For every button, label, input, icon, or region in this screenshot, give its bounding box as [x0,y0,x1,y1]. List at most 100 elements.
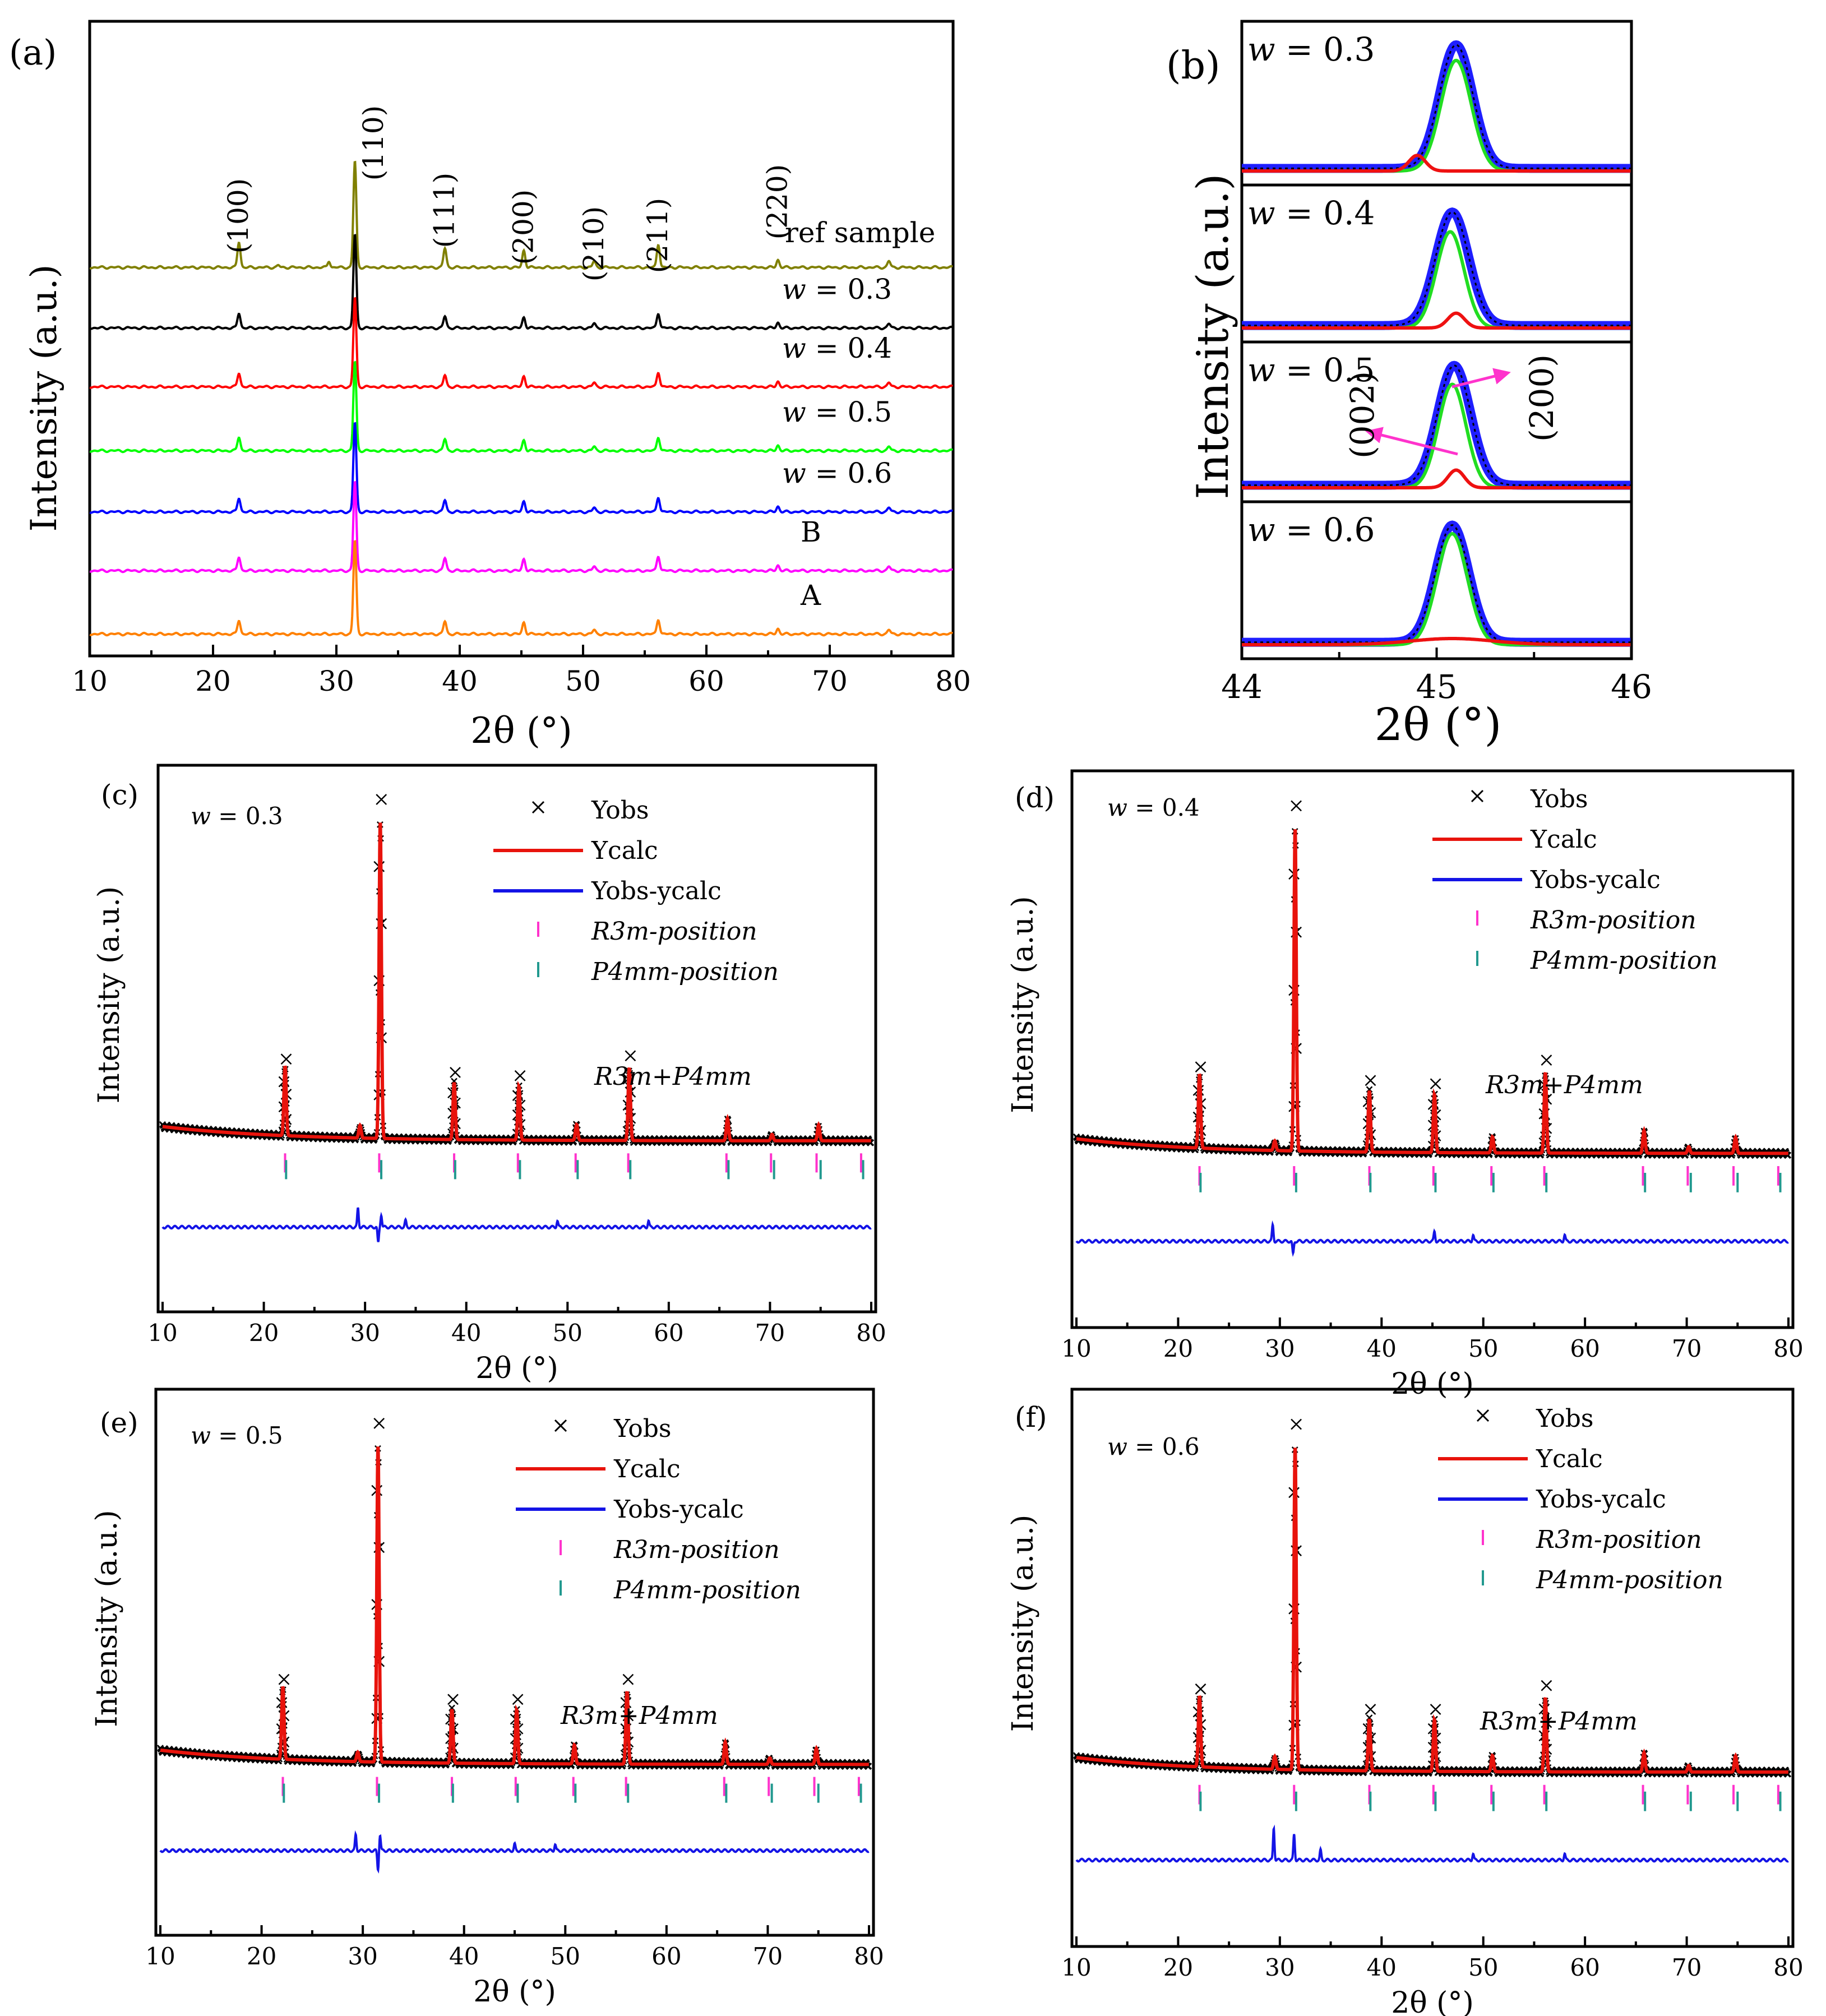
panel-d-w-label-eq: = [1127,794,1162,821]
panel-a-xtick-label: 40 [442,665,478,697]
panel-f-xtick-label: 20 [1163,1954,1193,1981]
panel-b-xtick-label: 45 [1416,668,1458,706]
panel-e-xtick-label: 30 [348,1943,377,1970]
panel-f-xlabel: 2θ (°) [1391,1986,1474,2016]
panel-e-legend-entry: Yobs-ycalc [613,1495,744,1524]
panel-a-reflection-label: (100) [222,178,255,253]
panel-d-legend-yobs-marker [1471,789,1484,803]
panel-e-legend-entry: Ycalc [613,1455,681,1483]
panel-b-w-label: w = 0.6 [1247,511,1375,549]
panel-f-legend-entry: Yobs [1536,1404,1593,1433]
panel-b-w-label-eq: = [1275,351,1323,389]
panel-b-arrow-200 [1451,368,1511,389]
panel-f-w-label: w = 0.6 [1107,1433,1200,1460]
panel-c-w-label: w = 0.3 [191,802,283,830]
panel-b-w-label-val: 0.6 [1323,511,1375,549]
panel-b-xlabel: 2θ (°) [1375,699,1502,751]
panel-b-label-200: (200) [1523,354,1561,442]
panel-a-series-w06 [89,422,954,515]
panel-b-observed-points [1242,211,1631,327]
panel-e-xtick-label: 20 [247,1943,276,1970]
panel-a-ylabel: Intensity (a.u.) [24,265,65,532]
panel-d-ylabel: Intensity (a.u.) [1006,896,1040,1113]
panel-b-xtick-label: 46 [1611,668,1652,706]
panel-a-xtick-label: 80 [935,665,971,697]
panel-a-series-w03 [89,234,954,331]
panel-f-phase-label: R3m+P4mm [1480,1707,1638,1736]
panel-e-ylabel: Intensity (a.u.) [90,1510,124,1727]
panel-a-xtick-label: 30 [318,665,354,697]
panel-e-label: (e) [100,1407,138,1439]
panel-f-xtick-label: 50 [1468,1954,1498,1981]
panel-d-legend-entry: P4mm-position [1530,946,1718,975]
panel-e-xtick-label: 10 [145,1943,175,1970]
panel-c-legend-entry: Yobs-ycalc [591,877,722,905]
panel-a-label-w04: w = 0.4 [782,332,892,364]
panel-e-phase-label: R3m+P4mm [560,1701,718,1730]
panel-a-reflection-label: (110) [357,105,390,181]
panel-e-legend-entry: P4mm-position [613,1576,801,1605]
panel-b-label-002: (002) [1343,371,1381,459]
panel-a-label-w03: w = 0.3 [782,273,892,306]
panel-b-fit-002 [1242,311,1631,330]
panel-a-label-w04-w: w [782,332,806,364]
panel-d-frame [1070,769,1795,1329]
panel-d-xtick-label: 40 [1367,1335,1397,1362]
panel-f-legend-entry: Yobs-ycalc [1536,1485,1666,1514]
panel-f-difference [1075,1824,1789,1863]
panel-e-ycalc [160,1446,869,1767]
panel-e-w-label: w = 0.5 [191,1422,283,1449]
panel-b-w-label-val: 0.3 [1323,30,1375,68]
panel-d-ycalc [1076,829,1788,1155]
panel-a-xtick-label: 50 [565,665,601,697]
panel-f-w-label-w: w [1107,1433,1127,1460]
panel-c-xtick-label: 70 [755,1319,785,1347]
panel-a-label-w05: w = 0.5 [782,396,892,428]
panel-d-phase-label: R3m+P4mm [1485,1071,1643,1099]
panel-b-w-label: w = 0.3 [1247,30,1375,68]
panel-b-w-label: w = 0.4 [1247,194,1375,232]
panel-b-w-label-w: w [1247,30,1275,68]
panel-b-w-label-w: w [1247,351,1275,389]
panel-a-label-w06-val: 0.6 [848,457,893,489]
panel-a-label-w03-val: 0.3 [848,273,893,306]
panel-f-ycalc [1076,1448,1788,1774]
panel-b-ylabel: Intensity (a.u.) [1188,173,1238,499]
panel-c-xtick-label: 20 [249,1319,279,1347]
panel-a-reflection-label: (211) [641,198,674,273]
panel-c-label: (c) [101,779,138,811]
panel-d-legend-entry: Ycalc [1530,825,1597,854]
panel-f-frame [1070,1388,1795,1948]
panel-e-frame [154,1388,875,1937]
panel-b-arrow-002 [1365,427,1458,456]
panel-b-fit-002 [1242,637,1631,646]
panel-e-w-label-val: 0.5 [246,1422,283,1449]
panel-a-series-w05 [89,360,954,454]
panel-d-w-label-w: w [1107,794,1127,821]
panel-f-xtick-label: 40 [1367,1954,1397,1981]
panel-a-label-w05-val: 0.5 [848,396,893,428]
panel-e-legend-entry: Yobs [613,1414,671,1443]
panel-d-xtick-label: 30 [1265,1335,1295,1362]
panel-f-xtick-label: 60 [1570,1954,1600,1981]
panel-f-legend-entry: P4mm-position [1536,1566,1723,1594]
panel-c-xtick-label: 60 [654,1319,683,1347]
panel-c-xtick-label: 30 [350,1319,380,1347]
panel-a-series-ref [89,160,954,270]
panel-b-w-label: w = 0.5 [1247,351,1375,389]
panel-d-xtick-label: 80 [1773,1335,1803,1362]
panel-a-xtick-label: 70 [812,665,848,697]
panel-f-w-label-val: 0.6 [1162,1433,1200,1460]
panel-b-w-label-w: w [1247,194,1275,232]
panel-e-difference [159,1830,870,1874]
panel-b-w-label-eq: = [1275,194,1323,232]
panel-a-label: (a) [9,32,57,73]
panel-e-xtick-label: 80 [854,1943,884,1970]
panel-d-label: (d) [1015,782,1055,814]
panel-a-label-B: B [801,516,821,548]
panel-c-xtick-label: 10 [147,1319,177,1347]
panel-c-xtick-label: 80 [856,1319,886,1347]
panel-f-w-label-eq: = [1127,1433,1162,1460]
panel-f-xtick-label: 10 [1061,1954,1091,1981]
